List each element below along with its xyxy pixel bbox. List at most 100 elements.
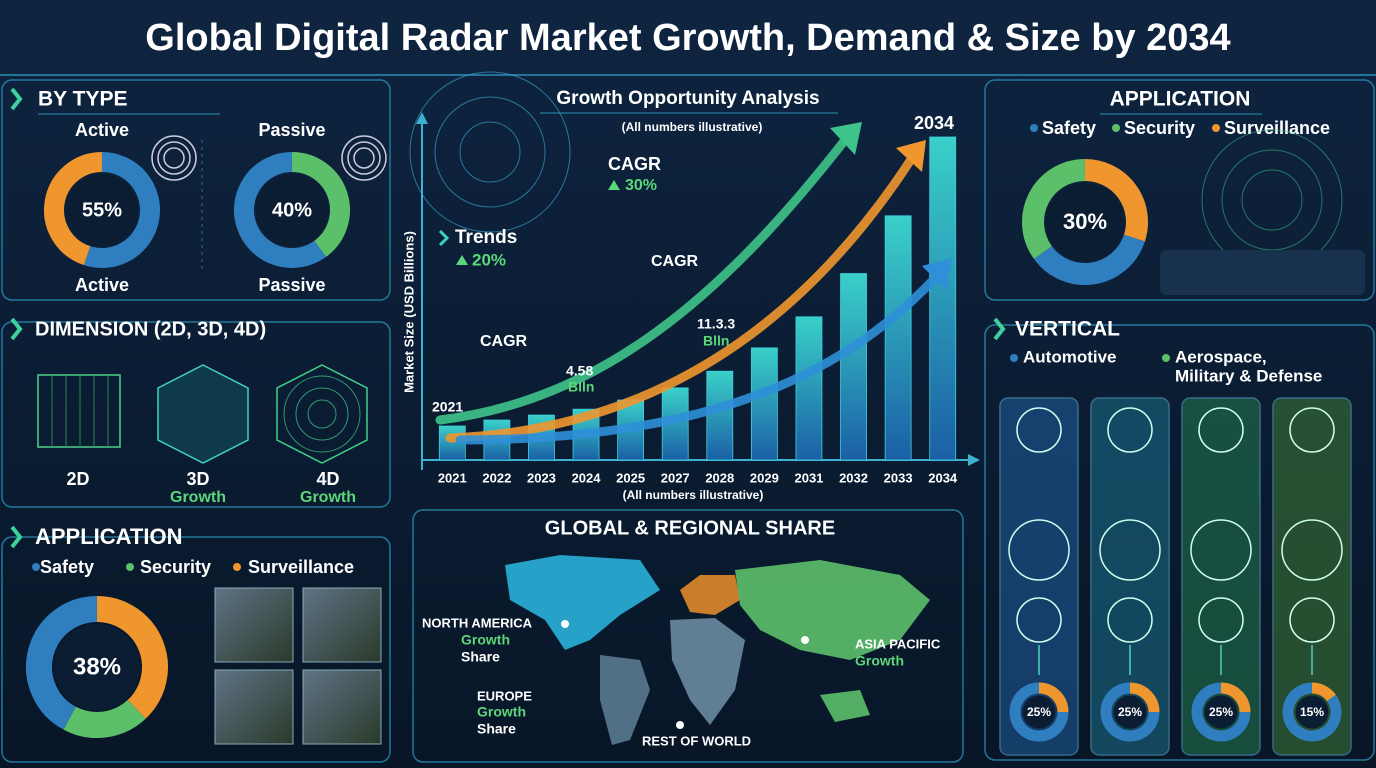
photo (214, 587, 294, 663)
legend-entry: Safety (40, 557, 94, 577)
legend-entry: Safety (1042, 118, 1096, 138)
x-tick-label: 2034 (928, 470, 958, 485)
x-tick-label: 2025 (616, 470, 645, 485)
photo (302, 669, 382, 745)
arrow-head (830, 122, 862, 155)
legend-entry: Security (140, 557, 211, 577)
label: Active (75, 120, 129, 140)
label: 20% (472, 250, 506, 269)
chart-footnote: (All numbers illustrative) (623, 488, 764, 502)
column (999, 397, 1079, 756)
donut-hole (1295, 695, 1329, 729)
continent (600, 655, 650, 745)
icon-4d-ring (295, 387, 349, 441)
label: CAGR (651, 253, 699, 270)
continent (505, 555, 660, 650)
icon-ring (1289, 597, 1335, 643)
column (1090, 397, 1170, 756)
donut-hole (256, 174, 328, 246)
donut-segment (84, 152, 160, 268)
icon-4d (276, 364, 368, 464)
label: Active (75, 275, 129, 295)
photo (302, 587, 382, 663)
donut-value: 30% (1063, 209, 1107, 234)
donut-rest (1100, 682, 1160, 742)
page-title: Global Digital Radar Market Growth, Dema… (145, 17, 1230, 59)
donut-value: 40% (272, 199, 312, 221)
icon-ring (1016, 407, 1062, 453)
continent (680, 575, 740, 615)
trend-arrow (455, 270, 943, 445)
donut-value: 15% (1300, 705, 1324, 719)
up-triangle (608, 180, 620, 190)
radar-deco (434, 96, 546, 208)
donut-segment (291, 152, 350, 257)
x-tick-label: 2021 (438, 470, 467, 485)
x-tick-label: 2027 (661, 470, 690, 485)
panel (1, 321, 391, 508)
label: 2D (66, 469, 89, 489)
legend-dot (233, 563, 241, 571)
donut-value: 25% (1118, 705, 1142, 719)
x-tick-label: 2033 (884, 470, 913, 485)
label: REST OF WORLD (642, 733, 751, 748)
label: 11.3.3 (697, 316, 735, 332)
panel (984, 324, 1375, 761)
label: Blln (703, 333, 729, 349)
donut-value: 25% (1027, 705, 1051, 719)
icon-ring (1107, 597, 1153, 643)
icon-ring (1099, 519, 1161, 581)
radar-icon (347, 141, 381, 175)
arrow-head (896, 140, 926, 172)
icon-ring (1008, 519, 1070, 581)
label: CAGR (608, 154, 661, 174)
bar (750, 347, 778, 461)
donut-rest (63, 699, 146, 738)
photo (214, 669, 294, 745)
x-tick-label: 2028 (705, 470, 734, 485)
label: Growth (461, 632, 510, 648)
icon-2d (37, 374, 121, 448)
column (1181, 397, 1261, 756)
legend-dot (1030, 124, 1038, 132)
scene-deco (1160, 250, 1365, 295)
label: Growth (300, 489, 356, 506)
legend-dot (126, 563, 134, 571)
x-tick-label: 2023 (527, 470, 556, 485)
label: Growth (477, 704, 526, 720)
label: Growth (170, 489, 226, 506)
label: Blln (568, 379, 594, 395)
icon-3d (157, 364, 249, 464)
arrow-head (922, 258, 952, 290)
section-heading: DIMENSION (2D, 3D, 4D) (35, 318, 266, 340)
marker (561, 620, 569, 628)
icon-ring (1198, 407, 1244, 453)
section-heading: BY TYPE (38, 88, 127, 111)
icon-ring (1289, 407, 1335, 453)
donut-rest (1191, 682, 1251, 742)
icon-ring (1190, 519, 1252, 581)
chart-subtitle: (All numbers illustrative) (622, 120, 763, 134)
radar-icon (353, 147, 375, 169)
radar-icon (151, 135, 197, 181)
donut-segment (1084, 159, 1148, 242)
radar-icon (157, 141, 191, 175)
donut-segment (1038, 682, 1069, 713)
legend-dot (1112, 124, 1120, 132)
chevron-small (438, 229, 450, 247)
continent (670, 618, 745, 725)
x-tick-label: 2022 (482, 470, 511, 485)
donut-value: 25% (1209, 705, 1233, 719)
legend-dot (1212, 124, 1220, 132)
donut-hole (1204, 695, 1238, 729)
legend-entry: Surveillance (1224, 118, 1330, 138)
legend-dot (1162, 354, 1170, 362)
radar-deco (1241, 169, 1303, 231)
label: 2034 (914, 113, 954, 133)
label: 3D (186, 469, 209, 489)
label: ASIA PACIFIC (855, 636, 941, 651)
panel (1, 79, 391, 301)
axis-arrow (416, 112, 428, 124)
donut-rest (44, 152, 103, 266)
donut-rest (1282, 682, 1342, 742)
